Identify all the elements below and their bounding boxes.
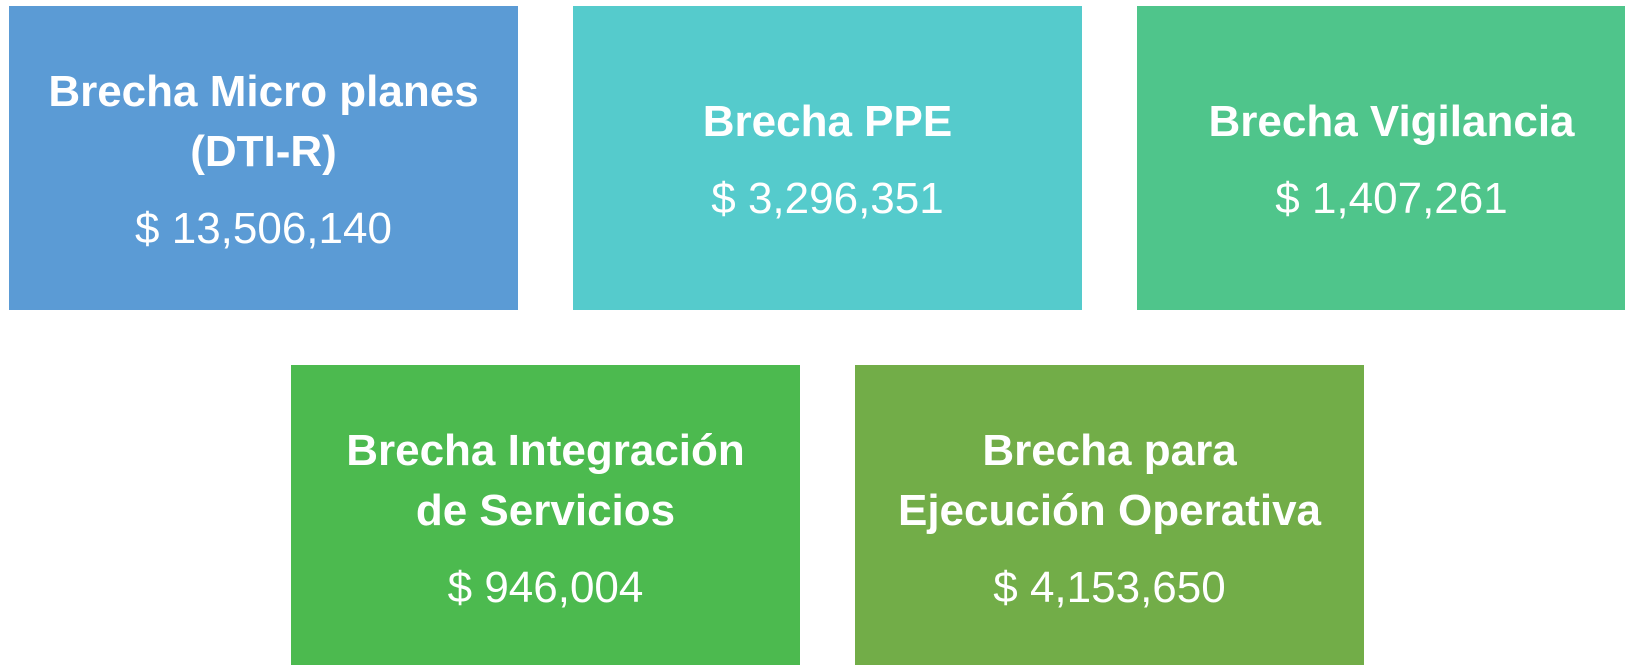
title-line: Brecha Micro planes [48, 67, 479, 116]
gap-box: Brecha para Ejecución Operativa $ 4,153,… [855, 365, 1364, 665]
gap-box: Brecha PPE $ 3,296,351 [573, 6, 1082, 310]
title-line: Brecha PPE [702, 97, 953, 146]
gap-box: Brecha Vigilancia $ 1,407,261 [1137, 6, 1625, 310]
title-line: Brecha para [982, 426, 1237, 475]
box-title: Brecha Integración de Servicios [346, 421, 745, 541]
title-line: de Servicios [415, 486, 676, 535]
box-title: Brecha PPE [703, 92, 952, 152]
box-title: Brecha para Ejecución Operativa [898, 421, 1321, 541]
box-title: Brecha Vigilancia [1208, 92, 1574, 152]
gap-box: Brecha Micro planes (DTI-R) $ 13,506,140 [9, 6, 518, 310]
box-amount: $ 946,004 [447, 563, 644, 612]
box-title: Brecha Micro planes (DTI-R) [48, 62, 478, 182]
title-line: (DTI-R) [190, 127, 337, 176]
gap-box: Brecha Integración de Servicios $ 946,00… [291, 365, 800, 665]
title-line: Ejecución Operativa [897, 486, 1322, 535]
title-line: Brecha Integración [346, 426, 745, 475]
box-amount: $ 1,407,261 [1275, 174, 1508, 223]
box-amount: $ 4,153,650 [993, 563, 1226, 612]
title-line: Brecha Vigilancia [1208, 97, 1575, 146]
box-amount: $ 3,296,351 [711, 174, 944, 223]
box-amount: $ 13,506,140 [135, 204, 392, 253]
